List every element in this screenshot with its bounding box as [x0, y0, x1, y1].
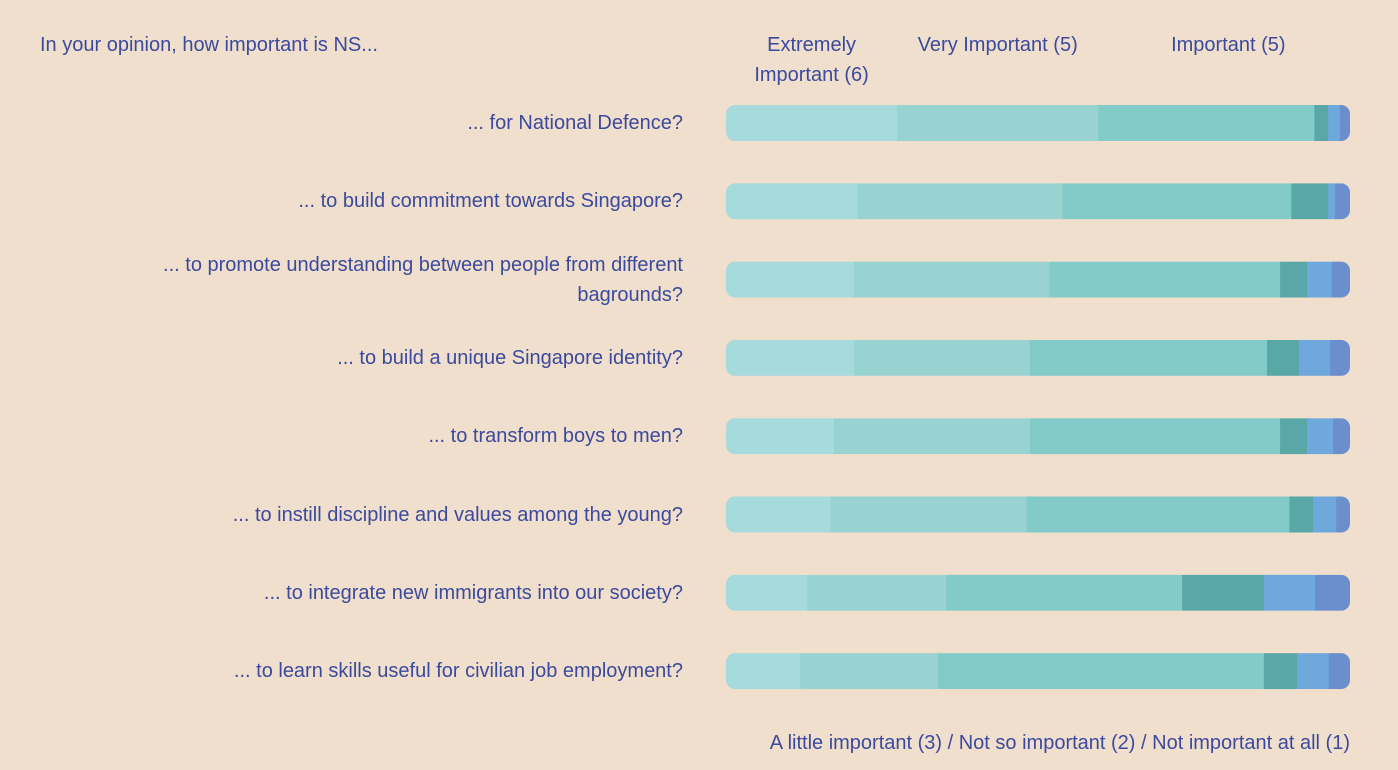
bar-segment — [946, 574, 1183, 611]
bar-segment — [1306, 418, 1334, 455]
bar-segment — [1029, 339, 1268, 376]
category-label: ... to instill discipline and values amo… — [232, 503, 683, 526]
bar-row — [726, 339, 1350, 376]
bar-segment — [807, 574, 947, 611]
bar-segment — [1328, 653, 1350, 690]
bar-segment — [1298, 339, 1331, 376]
bar-segment — [1315, 574, 1350, 611]
bar-segment — [1306, 261, 1333, 298]
bar-segment — [726, 261, 855, 298]
bar-segment — [853, 261, 1050, 298]
bar-segment — [1182, 574, 1265, 611]
category-label: ... to build commitment towards Singapor… — [298, 190, 683, 213]
bar-segment — [1049, 261, 1281, 298]
bar-segment — [726, 339, 855, 376]
bar-row — [726, 261, 1350, 298]
bar-segment — [830, 496, 1027, 533]
category-label: ... to learn skills useful for civilian … — [233, 660, 683, 683]
legend-note: A little important (3) / Not so importan… — [769, 732, 1350, 754]
bar-segment — [1328, 183, 1336, 220]
bar-segment — [938, 653, 1265, 690]
bar-segment — [726, 105, 898, 141]
bar-segment — [1062, 183, 1292, 220]
bar-segment — [1291, 183, 1329, 220]
bar-segment — [726, 653, 801, 690]
bar-row — [726, 105, 1350, 141]
legend-label: Extremely Important (6) — [754, 34, 869, 86]
category-label: ... to transform boys to men? — [428, 425, 683, 448]
subtitle: In your opinion, how important is NS... — [40, 34, 378, 56]
bar-segment — [833, 418, 1031, 455]
bar-row — [726, 574, 1350, 611]
bar-segment — [1331, 261, 1350, 298]
category-label: ... to build a unique Singapore identity… — [337, 346, 683, 369]
bar-segment — [1029, 418, 1281, 455]
bar-segment — [853, 339, 1031, 376]
bar-segment — [857, 183, 1063, 220]
bar-segment — [897, 105, 1099, 141]
legend-label: Important (5) — [1171, 34, 1286, 56]
bar-segment — [1340, 105, 1350, 141]
category-label: ... to promote understanding between peo… — [163, 253, 683, 306]
bar-segment — [1314, 105, 1329, 141]
bar-segment — [1296, 653, 1330, 690]
bar-segment — [1330, 339, 1350, 376]
bar-segment — [1263, 574, 1316, 611]
category-label: ... for National Defence? — [467, 112, 683, 134]
bar-segment — [800, 653, 939, 690]
bar-segment — [1280, 261, 1308, 298]
bar-row — [726, 418, 1350, 455]
bar-segment — [1267, 339, 1300, 376]
bar-segment — [1098, 105, 1315, 141]
bar-segment — [726, 183, 858, 220]
bar-segment — [1313, 496, 1337, 533]
bar-segment — [1280, 418, 1308, 455]
bar-segment — [726, 496, 831, 533]
bar-segment — [1333, 418, 1350, 455]
bar-segment — [1289, 496, 1314, 533]
bar-segment — [1263, 653, 1298, 690]
bar-row — [726, 496, 1350, 533]
category-label: ... to integrate new immigrants into our… — [263, 581, 683, 604]
bar-segment — [1336, 496, 1350, 533]
bar-segment — [1328, 105, 1341, 141]
legend-label: Very Important (5) — [917, 34, 1078, 56]
bar-segment — [726, 574, 808, 611]
bar-segment — [726, 418, 835, 455]
bar-segment — [1026, 496, 1290, 533]
bar-segment — [1335, 183, 1350, 220]
bar-row — [726, 653, 1350, 690]
bar-row — [726, 183, 1350, 220]
